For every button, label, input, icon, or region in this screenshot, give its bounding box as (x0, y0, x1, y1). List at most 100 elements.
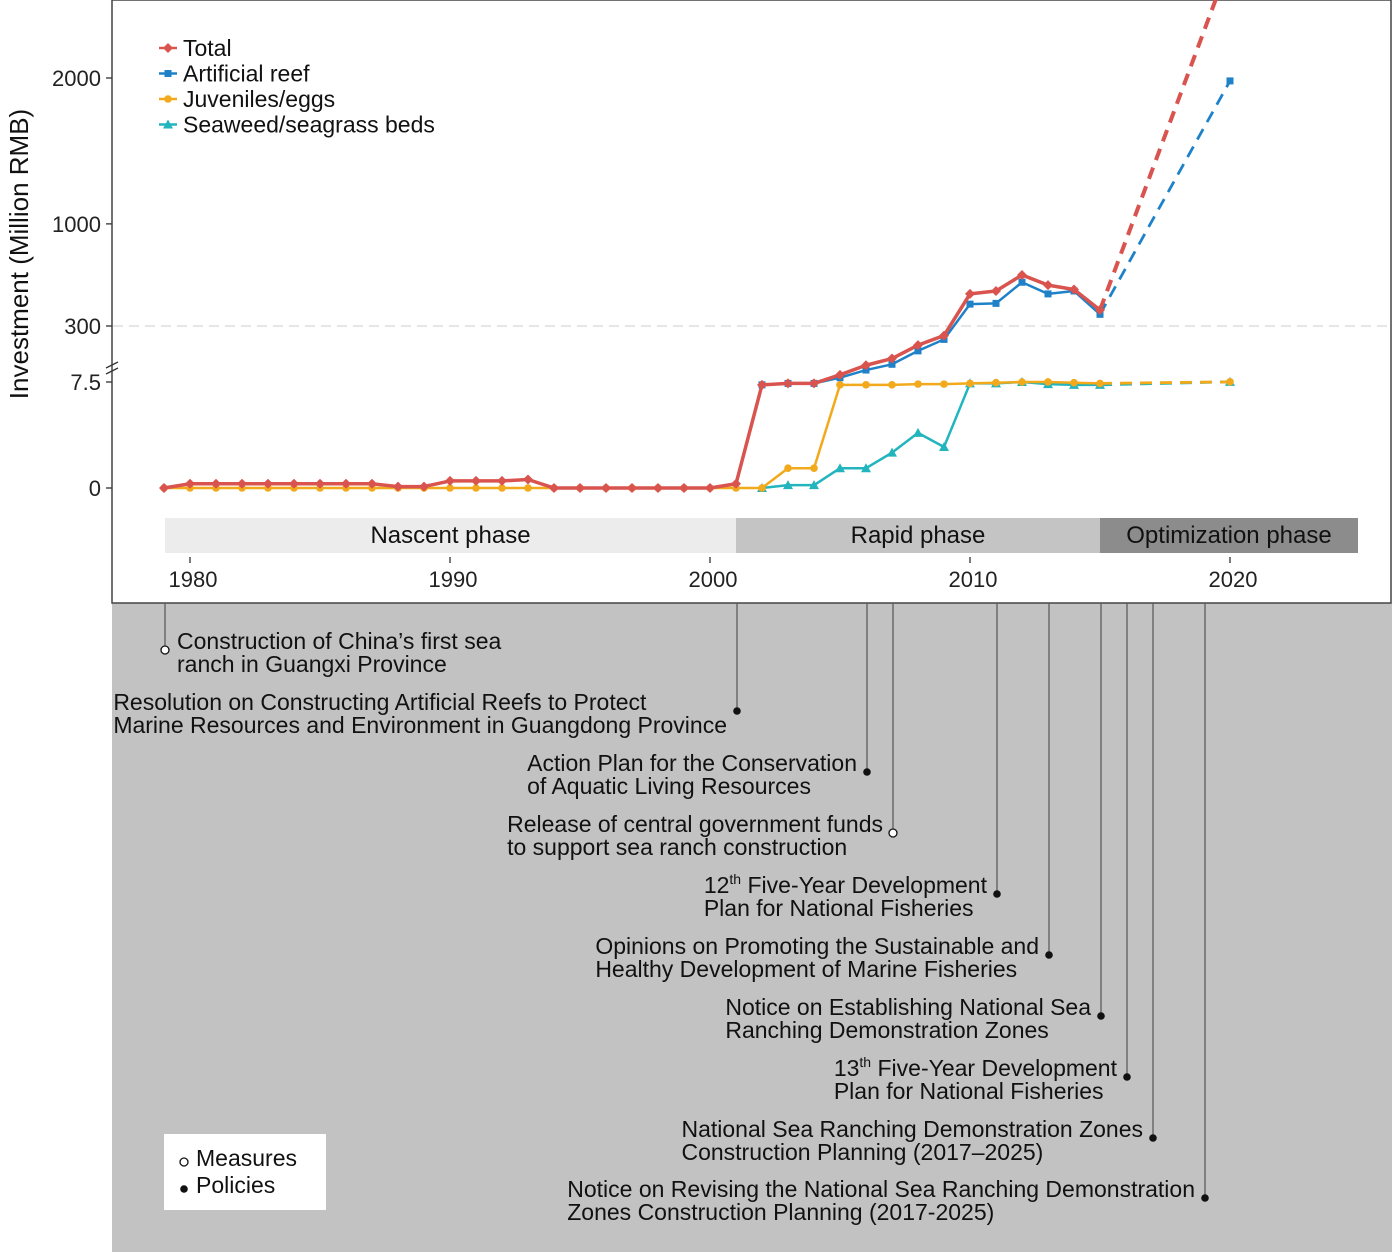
data-point-total (159, 483, 169, 493)
data-point-total (679, 483, 689, 493)
data-point-total (705, 483, 715, 493)
phase-nascent-phase (165, 518, 736, 553)
legend-label-juveniles-eggs: Juveniles/eggs (183, 86, 335, 112)
data-point-total (419, 481, 429, 492)
event-legend-measures: Measures (196, 1145, 297, 1171)
ordinal-rest: Five-Year Development (741, 872, 987, 898)
ordinal-suffix: th (859, 1054, 871, 1070)
data-point-seaweed-seagrass-beds (913, 427, 923, 437)
data-point-total (601, 483, 611, 493)
y-axis-label: Investment (Million RMB) (4, 109, 34, 399)
data-point-total (393, 481, 403, 492)
data-point-total (367, 478, 377, 489)
measure-marker-icon (160, 645, 170, 655)
phase-bar: Nascent phase Rapid phase Optimization pha… (165, 518, 1358, 553)
event-text-line: Plan for National Fisheries (704, 895, 974, 921)
phase-rapid-phase (736, 518, 1100, 553)
phase-optimization-phase (1100, 518, 1358, 553)
data-point-total (1069, 284, 1079, 295)
projection-line-juveniles-eggs (1099, 380, 1231, 385)
event-legend-policies: Policies (196, 1172, 275, 1198)
data-point-total (731, 478, 741, 489)
y-tick-label: 2000 (52, 66, 101, 91)
data-point-total (211, 478, 221, 489)
event-text-line: ranch in Guangxi Province (177, 651, 447, 677)
data-point-seaweed-seagrass-beds (809, 480, 819, 490)
axis-break-mark (105, 367, 119, 375)
data-point-juveniles-eggs (1070, 378, 1078, 387)
data-point-seaweed-seagrass-beds (861, 463, 871, 473)
event-text-line: Construction Planning (2017–2025) (681, 1139, 1043, 1165)
event-text-line: Ranching Demonstration Zones (725, 1017, 1048, 1043)
data-point-juveniles-eggs (940, 380, 948, 388)
legend-marker-total (163, 43, 173, 53)
event-text-line: Notice on Revising the National Sea Ranc… (567, 1176, 1195, 1202)
legend-marker-artificial-reef (164, 70, 172, 77)
event-text-line: Opinions on Promoting the Sustainable an… (595, 933, 1039, 959)
event-2001: Resolution on Constructing Artificial Re… (113, 603, 741, 738)
x-tick-label: 1990 (429, 567, 478, 592)
data-point-juveniles-eggs (992, 378, 1000, 387)
x-tick-label: 2000 (689, 567, 738, 592)
data-point-juveniles-eggs (498, 484, 506, 492)
legend-label-total: Total (183, 35, 232, 61)
data-point-juveniles-eggs (784, 464, 792, 473)
data-point-total (523, 474, 533, 485)
y-tick-label: 300 (64, 314, 101, 339)
phase-label-nascent-phase: Nascent phase (370, 522, 530, 549)
series-total (159, 0, 1218, 493)
x-tick-label: 1980 (169, 567, 218, 592)
policy-marker-icon (1123, 1073, 1131, 1081)
data-point-juveniles-eggs (914, 380, 922, 388)
y-tick-label: 7.5 (70, 370, 101, 395)
ordinal-rest: Five-Year Development (871, 1055, 1117, 1081)
data-point-total (783, 378, 793, 389)
data-point-total (289, 478, 299, 489)
policies-marker-icon (180, 1185, 188, 1193)
data-point-total (627, 483, 637, 493)
projection-line-total (1098, 0, 1218, 311)
policy-marker-icon (1045, 951, 1053, 959)
event-text-line: Plan for National Fisheries (834, 1078, 1104, 1104)
event-text-line: Marine Resources and Environment in Guan… (113, 712, 727, 738)
event-text-line: to support sea ranch construction (507, 834, 847, 860)
legend-label-artificial-reef: Artificial reef (183, 61, 310, 87)
data-point-juveniles-eggs (1044, 378, 1052, 386)
data-point-total (575, 483, 585, 493)
data-point-total (913, 340, 923, 351)
axis-break-mark (105, 361, 119, 369)
legend-marker-seaweed-seagrass-beds (163, 119, 173, 129)
data-point-total (965, 288, 975, 299)
data-point-total (445, 475, 455, 486)
policy-marker-icon (863, 768, 871, 776)
data-point-seaweed-seagrass-beds (939, 442, 949, 452)
data-point-total (549, 483, 559, 493)
data-point-total (1017, 269, 1027, 280)
event-text-line: National Sea Ranching Demonstration Zone… (681, 1116, 1143, 1142)
data-point-total (315, 478, 325, 489)
data-point-juveniles-eggs (966, 379, 974, 388)
measure-marker-icon (888, 828, 898, 838)
data-point-artificial-reef (1018, 278, 1026, 286)
data-point-total (861, 360, 871, 371)
projection-point-juveniles-eggs (1226, 378, 1234, 386)
data-point-juveniles-eggs (888, 381, 896, 389)
data-point-juveniles-eggs (524, 484, 532, 492)
data-point-juveniles-eggs (836, 381, 844, 389)
data-point-juveniles-eggs (446, 484, 454, 492)
data-point-total (835, 369, 845, 380)
data-point-juveniles-eggs (862, 381, 870, 389)
y-tick-label: 0 (89, 476, 101, 501)
data-point-total (653, 483, 663, 493)
measures-marker-icon (179, 1157, 189, 1167)
policy-marker-icon (1097, 1012, 1105, 1020)
legend-marker-juveniles-eggs (164, 95, 172, 103)
event-text-line: Notice on Establishing National Sea (725, 994, 1091, 1020)
